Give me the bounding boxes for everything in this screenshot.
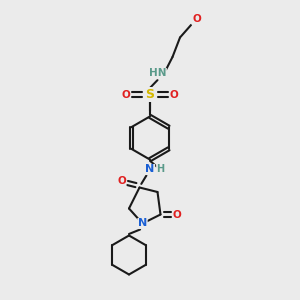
Text: O: O [117, 176, 126, 187]
Text: N: N [138, 218, 147, 229]
Text: S: S [146, 88, 154, 101]
Text: O: O [122, 89, 130, 100]
Text: N: N [146, 164, 154, 175]
Text: O: O [172, 209, 182, 220]
Text: O: O [192, 14, 201, 25]
Text: H: H [156, 164, 165, 175]
Text: O: O [169, 89, 178, 100]
Text: HN: HN [149, 68, 166, 79]
